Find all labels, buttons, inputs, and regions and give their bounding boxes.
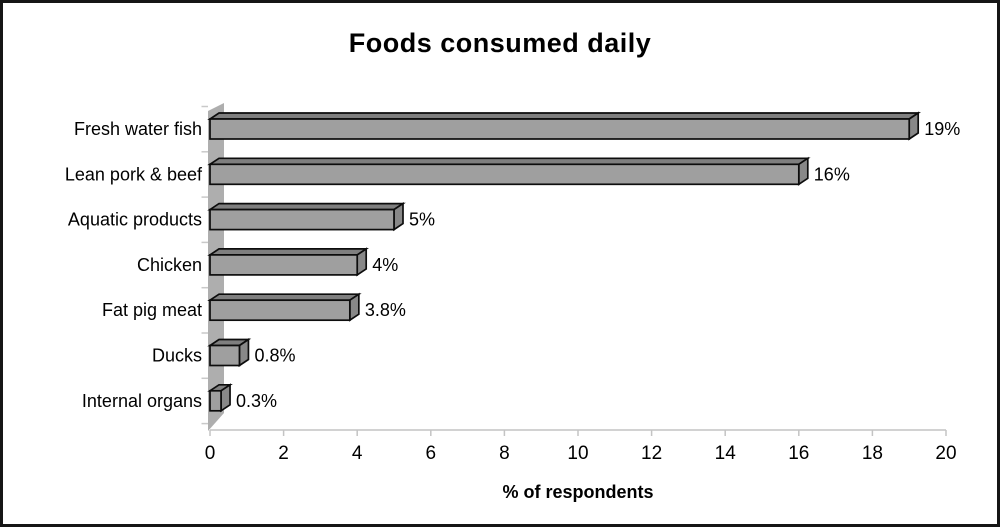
x-axis-title: % of respondents: [502, 482, 654, 502]
bar-chart-canvas: 0 2 4 6 8 10 12 14 16 18 20 Fresh water fish 19% Lean…: [65, 103, 960, 464]
bar-top-face: [207, 248, 370, 256]
bar: [209, 389, 222, 412]
x-tick-label: 10: [567, 443, 588, 464]
category-label: Chicken: [137, 255, 202, 275]
bar-top-face: [207, 112, 922, 120]
category-label: Fat pig meat: [102, 300, 202, 320]
category-label: Internal organs: [82, 391, 202, 411]
x-tick-label: 14: [715, 443, 737, 464]
x-tick-label: 20: [935, 443, 956, 464]
value-label: 16%: [814, 164, 850, 184]
bar-top-face: [207, 293, 362, 302]
x-tick-label: 6: [426, 443, 437, 464]
x-tick-label: 16: [788, 443, 809, 464]
x-tick-label: 12: [641, 443, 662, 464]
x-tick-label: 4: [352, 443, 363, 464]
value-label: 0.3%: [236, 391, 277, 411]
category-label: Lean pork & beef: [65, 164, 203, 184]
category-label: Aquatic products: [68, 210, 202, 230]
value-label: 4%: [372, 255, 398, 275]
category-label: Fresh water fish: [74, 119, 202, 139]
value-label: 19%: [924, 119, 960, 139]
x-tick-label: 18: [862, 443, 883, 464]
bar-top-face: [207, 202, 406, 211]
chart-title: Foods consumed daily: [348, 28, 652, 58]
value-label: 3.8%: [365, 300, 406, 320]
category-label: Ducks: [152, 346, 202, 366]
bar: [209, 163, 800, 186]
bar: [209, 208, 395, 231]
bar: [209, 344, 241, 367]
bar-top-face: [207, 157, 811, 166]
value-label: 0.8%: [254, 346, 295, 366]
x-tick-label: 8: [499, 443, 510, 464]
x-tick-label: 2: [278, 443, 289, 464]
value-label: 5%: [409, 210, 435, 230]
x-tick-label: 0: [205, 443, 216, 464]
bar: [209, 254, 359, 276]
bar: [209, 299, 351, 322]
bar: [209, 118, 911, 140]
